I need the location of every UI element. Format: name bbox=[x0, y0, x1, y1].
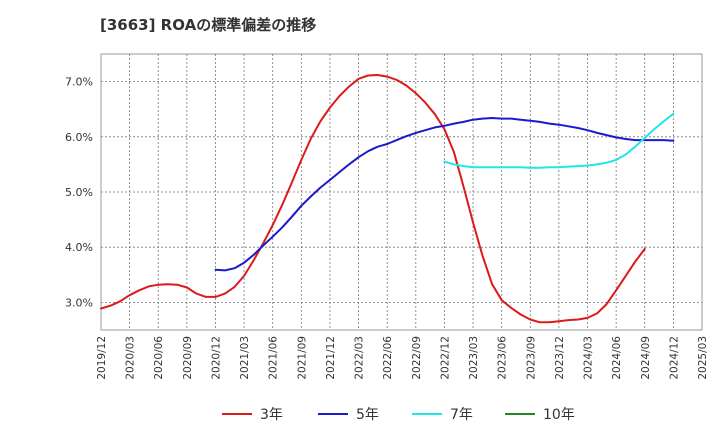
chart-title: [3663] ROAの標準偏差の推移 bbox=[100, 16, 317, 34]
y-tick-label: 4.0% bbox=[65, 241, 93, 254]
x-tick-label: 2024/06 bbox=[611, 336, 623, 380]
x-tick-label: 2023/12 bbox=[554, 336, 566, 380]
x-tick-label: 2023/03 bbox=[468, 336, 480, 380]
x-tick-label: 2020/03 bbox=[125, 336, 137, 380]
series-line-0 bbox=[100, 74, 646, 324]
series-line-2 bbox=[443, 112, 675, 169]
x-tick-label: 2022/09 bbox=[411, 336, 423, 380]
x-tick-label: 2021/12 bbox=[325, 336, 337, 380]
x-tick-label: 2022/03 bbox=[354, 336, 366, 380]
x-tick-label: 2024/03 bbox=[583, 336, 595, 380]
legend-label-7y: 7年 bbox=[450, 407, 473, 423]
y-tick-label: 3.0% bbox=[65, 296, 93, 309]
x-tick-label: 2022/12 bbox=[439, 336, 451, 380]
y-tick-label: 5.0% bbox=[65, 186, 93, 199]
x-tick-label: 2023/09 bbox=[525, 336, 537, 380]
chart-legend: 3年 5年 7年 10年 bbox=[0, 402, 720, 426]
legend-label-10y: 10年 bbox=[543, 407, 575, 423]
legend-label-5y: 5年 bbox=[356, 407, 379, 423]
legend-swatch-3y bbox=[222, 413, 252, 415]
x-tick-label: 2020/12 bbox=[210, 336, 222, 380]
y-tick-label: 6.0% bbox=[65, 131, 93, 144]
x-tick-label: 2020/06 bbox=[153, 336, 165, 380]
legend-label-3y: 3年 bbox=[260, 407, 283, 423]
series-line-1 bbox=[214, 117, 675, 272]
x-tick-label: 2020/09 bbox=[182, 336, 194, 380]
x-tick-label: 2021/03 bbox=[239, 336, 251, 380]
x-tick-label: 2021/06 bbox=[268, 336, 280, 380]
x-tick-label: 2019/12 bbox=[96, 336, 108, 380]
legend-swatch-7y bbox=[412, 413, 442, 415]
legend-item-10y: 10年 bbox=[505, 402, 575, 426]
legend-item-3y: 3年 bbox=[222, 402, 283, 426]
x-tick-label: 2023/06 bbox=[497, 336, 509, 380]
legend-item-7y: 7年 bbox=[412, 402, 473, 426]
x-tick-label: 2022/06 bbox=[382, 336, 394, 380]
legend-item-5y: 5年 bbox=[318, 402, 379, 426]
legend-swatch-10y bbox=[505, 413, 535, 415]
legend-swatch-5y bbox=[318, 413, 348, 415]
x-tick-label: 2024/09 bbox=[640, 336, 652, 380]
y-tick-label: 7.0% bbox=[65, 76, 93, 89]
x-tick-label: 2024/12 bbox=[668, 336, 680, 380]
x-tick-label: 2025/03 bbox=[697, 336, 709, 380]
x-tick-label: 2021/09 bbox=[296, 336, 308, 380]
